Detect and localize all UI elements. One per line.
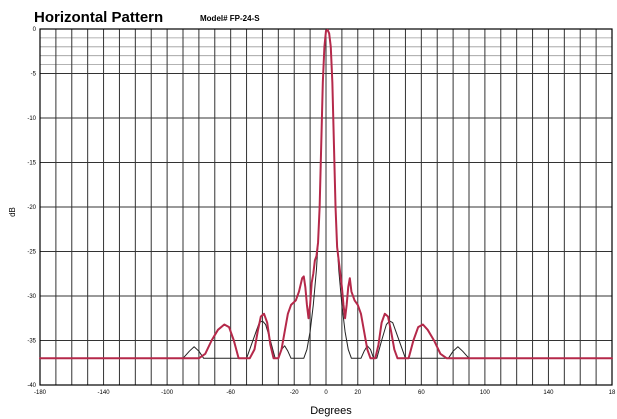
x-tick-label: 100 <box>480 390 491 396</box>
series-layer <box>39 28 613 360</box>
x-tick-label: -60 <box>226 390 235 396</box>
y-tick-label: -25 <box>27 250 36 256</box>
grid-major <box>40 29 612 385</box>
x-axis-label: Degrees <box>310 405 352 417</box>
chart-title: Horizontal Pattern <box>34 9 163 26</box>
x-tick-label: -180 <box>34 390 47 396</box>
y-tick-label: -40 <box>27 383 36 389</box>
y-tick-label: -5 <box>31 72 37 78</box>
x-tick-label: 18 <box>609 390 616 396</box>
series-line-primary <box>39 28 613 360</box>
chart-subtitle: Model# FP-24-S <box>200 14 260 23</box>
y-tick-label: -35 <box>27 339 36 345</box>
x-tick-labels: -180 -140 -100 -60 -20 0 20 60 100 140 18 <box>34 390 616 396</box>
y-tick-label: -10 <box>27 116 36 122</box>
y-tick-label: 0 <box>33 27 37 33</box>
y-tick-labels: 0 -5 -10 -15 -20 -25 -30 -35 -40 <box>27 27 36 389</box>
x-tick-label: -140 <box>98 390 111 396</box>
plot-frame <box>39 28 613 386</box>
x-tick-label: -100 <box>161 390 174 396</box>
x-tick-label: 60 <box>418 390 425 396</box>
x-tick-label: 0 <box>324 390 328 396</box>
x-tick-label: 140 <box>543 390 554 396</box>
y-axis-label: dB <box>8 207 17 217</box>
y-tick-label: -15 <box>27 161 36 167</box>
y-tick-label: -30 <box>27 294 36 300</box>
x-tick-label: -20 <box>290 390 299 396</box>
y-tick-label: -20 <box>27 205 36 211</box>
x-tick-label: 20 <box>354 390 361 396</box>
